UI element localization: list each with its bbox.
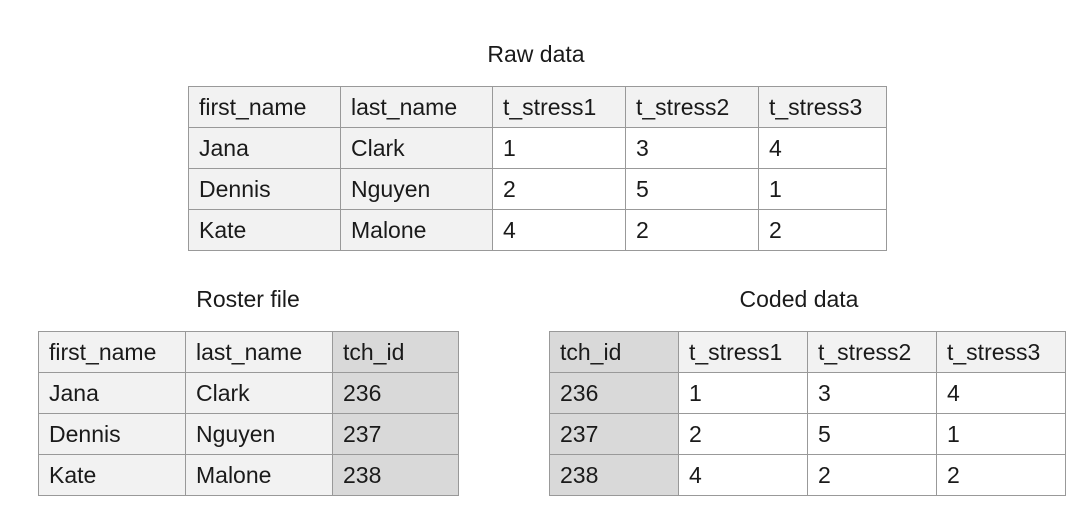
- table-cell: Dennis: [38, 413, 186, 455]
- table-cell: Kate: [188, 209, 341, 251]
- table-cell: 4: [492, 209, 626, 251]
- table-header-row: first_name last_name tch_id: [38, 331, 459, 373]
- table-cell: 238: [549, 454, 679, 496]
- table-row: Kate Malone 238: [38, 454, 459, 496]
- table-cell: 5: [807, 413, 937, 455]
- table-cell: 1: [492, 127, 626, 169]
- table-cell: 3: [625, 127, 759, 169]
- header-cell: tch_id: [549, 331, 679, 373]
- header-cell: t_stress2: [807, 331, 937, 373]
- table-row: Dennis Nguyen 237: [38, 413, 459, 455]
- table-cell: 4: [678, 454, 808, 496]
- table-cell: 2: [807, 454, 937, 496]
- table-cell: 2: [936, 454, 1066, 496]
- table-cell: Malone: [185, 454, 333, 496]
- table-row: 236 1 3 4: [549, 372, 1066, 414]
- table-row: Dennis Nguyen 2 5 1: [188, 168, 887, 210]
- table-header-row: first_name last_name t_stress1 t_stress2…: [188, 86, 887, 128]
- header-cell: t_stress1: [678, 331, 808, 373]
- coded-data-table: tch_id t_stress1 t_stress2 t_stress3 236…: [549, 331, 1066, 496]
- header-cell: tch_id: [332, 331, 459, 373]
- raw-data-table: first_name last_name t_stress1 t_stress2…: [188, 86, 887, 251]
- table-cell: Dennis: [188, 168, 341, 210]
- table-cell: 4: [936, 372, 1066, 414]
- table-cell: 1: [678, 372, 808, 414]
- table-cell: 238: [332, 454, 459, 496]
- table-cell: 2: [758, 209, 887, 251]
- header-cell: last_name: [340, 86, 493, 128]
- table-cell: Jana: [188, 127, 341, 169]
- header-cell: first_name: [38, 331, 186, 373]
- table-cell: Clark: [185, 372, 333, 414]
- table-cell: Nguyen: [185, 413, 333, 455]
- table-cell: Malone: [340, 209, 493, 251]
- table-cell: Kate: [38, 454, 186, 496]
- table-cell: 1: [936, 413, 1066, 455]
- header-cell: last_name: [185, 331, 333, 373]
- header-cell: t_stress3: [936, 331, 1066, 373]
- table-cell: 237: [549, 413, 679, 455]
- table-cell: 236: [549, 372, 679, 414]
- table-row: Jana Clark 1 3 4: [188, 127, 887, 169]
- table-row: 237 2 5 1: [549, 413, 1066, 455]
- table-header-row: tch_id t_stress1 t_stress2 t_stress3: [549, 331, 1066, 373]
- table-row: Jana Clark 236: [38, 372, 459, 414]
- table-cell: Clark: [340, 127, 493, 169]
- roster-file-title: Roster file: [196, 286, 300, 312]
- table-row: 238 4 2 2: [549, 454, 1066, 496]
- table-cell: 237: [332, 413, 459, 455]
- table-cell: 2: [492, 168, 626, 210]
- table-cell: Jana: [38, 372, 186, 414]
- header-cell: first_name: [188, 86, 341, 128]
- table-row: Kate Malone 4 2 2: [188, 209, 887, 251]
- roster-file-table: first_name last_name tch_id Jana Clark 2…: [38, 331, 459, 496]
- header-cell: t_stress1: [492, 86, 626, 128]
- raw-data-title: Raw data: [487, 41, 585, 67]
- table-cell: 2: [625, 209, 759, 251]
- table-cell: 2: [678, 413, 808, 455]
- coded-data-title: Coded data: [739, 286, 859, 312]
- table-cell: 5: [625, 168, 759, 210]
- table-cell: 1: [758, 168, 887, 210]
- table-cell: 3: [807, 372, 937, 414]
- table-cell: Nguyen: [340, 168, 493, 210]
- header-cell: t_stress3: [758, 86, 887, 128]
- table-cell: 4: [758, 127, 887, 169]
- table-cell: 236: [332, 372, 459, 414]
- header-cell: t_stress2: [625, 86, 759, 128]
